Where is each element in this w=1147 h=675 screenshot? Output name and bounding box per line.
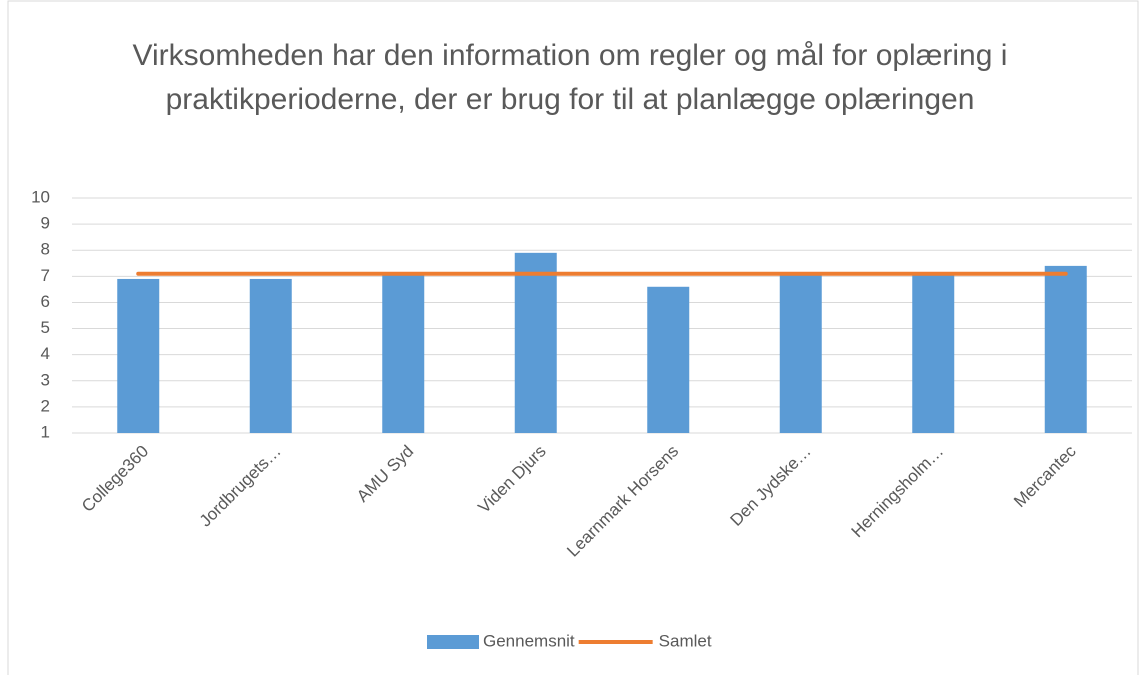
y-tick-label: 3 — [41, 370, 50, 389]
x-tick-label: Learnmark Horsens — [563, 442, 682, 561]
x-tick-label: AMU Syd — [353, 442, 417, 506]
x-tick-label: Den Jydske… — [726, 442, 814, 530]
y-tick-label: 7 — [41, 266, 50, 285]
y-tick-label: 9 — [41, 214, 50, 233]
x-tick-label: Jordbrugets… — [196, 442, 285, 531]
legend-label: Samlet — [659, 631, 712, 650]
y-tick-label: 5 — [41, 318, 50, 337]
y-tick-label: 6 — [41, 292, 50, 311]
x-tick-label: Herningsholm… — [848, 442, 948, 542]
bar — [382, 273, 425, 433]
x-tick-label: Viden Djurs — [474, 442, 549, 517]
y-tick-label: 8 — [41, 240, 50, 259]
legend-label: Gennemsnit — [483, 631, 575, 650]
y-tick-label: 2 — [41, 396, 50, 415]
x-tick-label: College360 — [78, 442, 152, 516]
bar — [1044, 265, 1087, 433]
y-tick-label: 10 — [31, 187, 50, 206]
bar — [117, 278, 160, 433]
bar — [514, 252, 557, 433]
chart-title: Virksomheden har den information om regl… — [132, 39, 1008, 116]
bar — [249, 278, 292, 433]
bar — [912, 273, 955, 433]
legend-swatch — [427, 635, 479, 649]
y-tick-label: 1 — [41, 422, 50, 441]
bar — [779, 273, 822, 433]
chart-border — [7, 0, 1139, 675]
x-tick-label: Mercantec — [1010, 441, 1080, 511]
y-tick-label: 4 — [41, 344, 50, 363]
bar — [647, 286, 690, 433]
